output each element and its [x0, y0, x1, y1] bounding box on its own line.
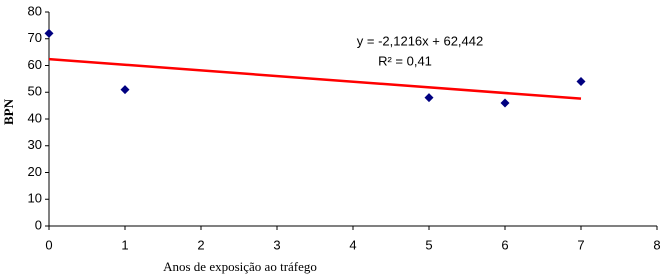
x-tick-label: 0: [45, 237, 52, 252]
x-tick-label: 1: [121, 237, 128, 252]
r-squared: R² = 0,41: [378, 53, 432, 68]
y-tick-label: 60: [28, 57, 42, 72]
x-tick-label: 5: [425, 237, 432, 252]
x-tick-label: 7: [577, 237, 584, 252]
x-axis-label: Anos de exposição ao tráfego: [163, 259, 317, 274]
x-tick-label: 3: [273, 237, 280, 252]
point: [576, 77, 586, 87]
x-tick-label: 8: [653, 237, 660, 252]
trendline: [48, 57, 582, 100]
y-tick-label: 30: [28, 137, 42, 152]
point: [120, 85, 130, 95]
x-tick-label: 4: [349, 237, 356, 252]
point: [44, 28, 54, 38]
y-axis-label: BPN: [1, 98, 16, 125]
y-tick-label: 40: [28, 110, 42, 125]
point: [500, 98, 510, 108]
y-tick-label: 70: [28, 30, 42, 45]
point: [424, 93, 434, 103]
equation: y = -2,1216x + 62,442: [357, 33, 483, 48]
y-tick-label: 50: [28, 84, 42, 99]
y-tick-label: 10: [28, 191, 42, 206]
x-tick-label: 6: [501, 237, 508, 252]
y-tick-label: 20: [28, 164, 42, 179]
y-tick-label: 0: [35, 217, 42, 232]
y-tick-label: 80: [28, 3, 42, 18]
x-tick-label: 2: [197, 237, 204, 252]
